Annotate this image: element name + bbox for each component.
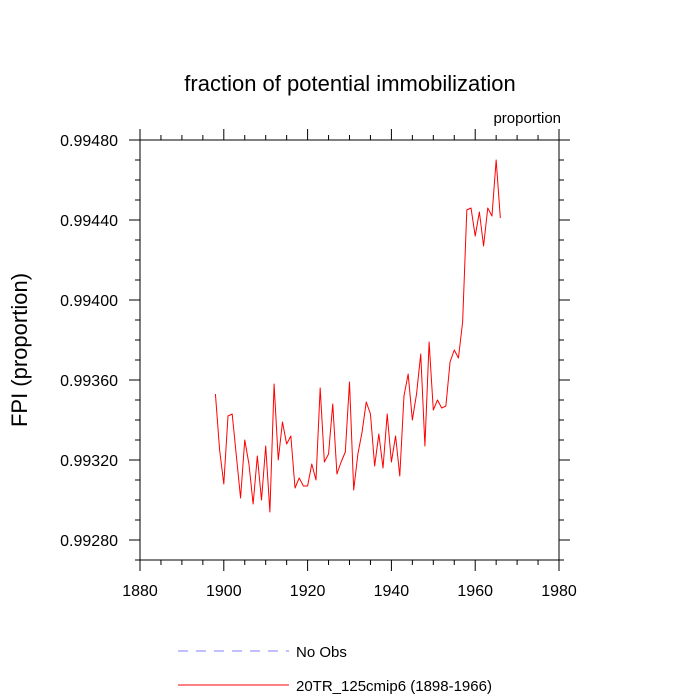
y-tick-label: 0.99440: [60, 213, 118, 230]
x-tick-label: 1920: [290, 583, 326, 600]
x-tick-label: 1880: [122, 583, 158, 600]
y-axis-ticks: [129, 139, 570, 561]
y-tick-label: 0.99280: [60, 533, 118, 550]
series-lines: [214, 159, 501, 513]
x-tick-label: 1900: [206, 583, 242, 600]
units-label: proportion: [493, 110, 561, 127]
legend-label-no-obs: No Obs: [296, 644, 347, 661]
series-line-1: [214, 159, 501, 513]
x-tick-label: 1980: [541, 583, 577, 600]
x-axis-tick-labels: 1880 1900 1920 1940 1960 1980: [122, 583, 577, 600]
y-tick-label: 0.99320: [60, 453, 118, 470]
y-axis-label: FPI (proportion): [7, 273, 32, 427]
legend: No Obs 20TR_125cmip6 (1898-1966): [178, 644, 492, 695]
x-tick-label: 1940: [374, 583, 410, 600]
y-tick-label: 0.99360: [60, 373, 118, 390]
y-tick-label: 0.99480: [60, 133, 118, 150]
y-axis-tick-labels: 0.99280 0.99320 0.99360 0.99400 0.99440 0.994…: [60, 133, 118, 550]
x-tick-label: 1960: [457, 583, 493, 600]
y-tick-label: 0.99400: [60, 293, 118, 310]
legend-label-20tr: 20TR_125cmip6 (1898-1966): [296, 678, 492, 695]
x-axis-ticks: [139, 129, 560, 571]
chart-title: fraction of potential immobilization: [184, 71, 515, 96]
